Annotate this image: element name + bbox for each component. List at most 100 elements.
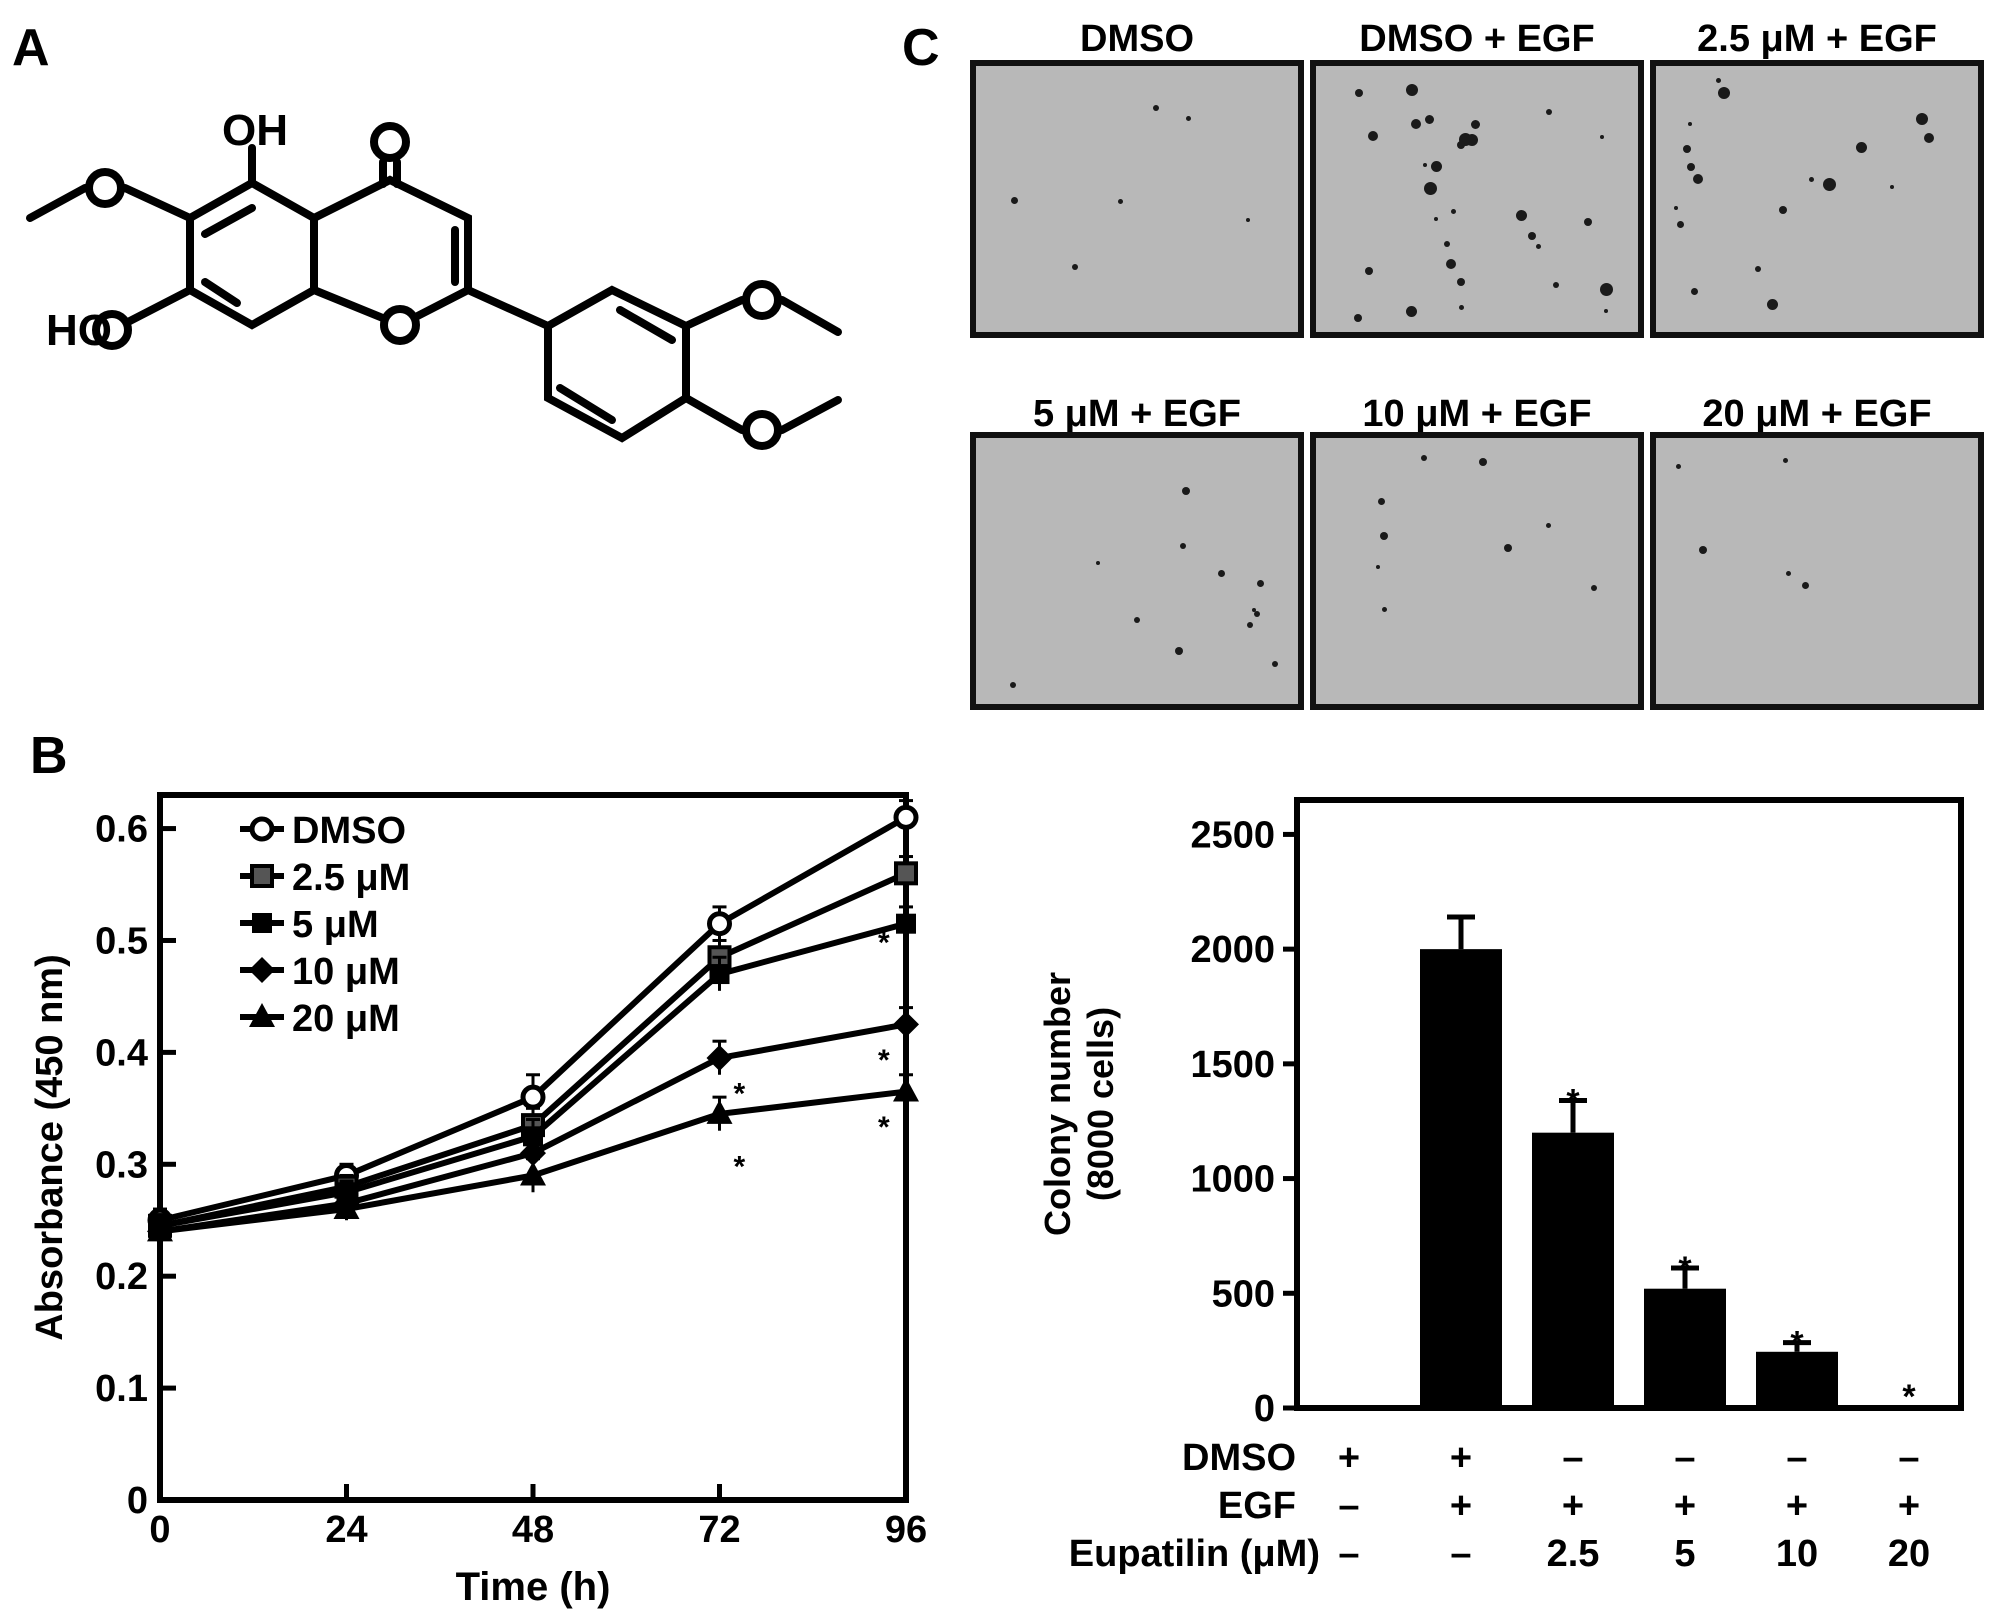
colony-dot <box>1686 162 1695 171</box>
data-point <box>520 1161 546 1186</box>
ring-b-inner-1 <box>616 306 676 344</box>
significance-marker: * <box>1790 1325 1804 1363</box>
colony-dot <box>1406 305 1418 317</box>
data-point <box>520 1084 546 1110</box>
ho-left-label: HO <box>46 306 112 355</box>
y-tick-label: 0.1 <box>95 1368 148 1410</box>
colony-dot <box>1755 266 1762 273</box>
colony-dot <box>1693 174 1704 184</box>
data-point <box>706 1044 733 1071</box>
colony-dot <box>1782 457 1788 463</box>
data-point <box>333 1195 360 1220</box>
colony-dot <box>1458 305 1464 311</box>
colony-dot <box>1364 266 1373 275</box>
colony-well-image <box>1310 432 1644 710</box>
ho-bond-left <box>124 286 194 326</box>
y-axis-label: Colony number <box>1037 972 1078 1236</box>
data-point <box>893 1077 919 1102</box>
methoxy-left-bond-2 <box>26 184 89 222</box>
panel-label-b: B <box>30 727 68 785</box>
colony-dot <box>1375 565 1380 570</box>
colony-dot <box>1479 458 1488 467</box>
bar <box>1420 949 1502 1408</box>
legend-marker <box>250 864 274 888</box>
significance-marker: * <box>734 1078 746 1111</box>
data-point <box>709 964 730 985</box>
data-point <box>893 804 919 830</box>
condition-value: – <box>1562 1437 1583 1479</box>
colony-dot <box>1778 206 1787 215</box>
colony-dot <box>1118 198 1124 204</box>
significance-marker: * <box>878 926 890 959</box>
colony-dot <box>1802 581 1810 589</box>
condition-row-label: Eupatilin (μM) <box>1069 1533 1320 1575</box>
colony-dot <box>1604 308 1609 313</box>
methoxy-left-bond-1 <box>121 184 194 222</box>
colony-dot <box>1446 258 1457 269</box>
condition-value: + <box>1898 1485 1920 1527</box>
condition-value: – <box>1450 1533 1471 1575</box>
data-point <box>147 1217 173 1242</box>
colony-dot <box>1134 617 1141 624</box>
colony-well-image <box>970 432 1304 710</box>
condition-row-label: DMSO <box>1182 1437 1296 1479</box>
colony-dot <box>1690 287 1698 295</box>
x-tick-label: 96 <box>885 1509 927 1551</box>
well-title: DMSO <box>1080 18 1194 60</box>
x-tick-label: 0 <box>149 1509 170 1551</box>
colony-dot <box>1425 114 1435 124</box>
colony-dot <box>1423 182 1437 196</box>
colony-dot <box>1767 299 1779 311</box>
colony-dot <box>1354 313 1363 322</box>
colony-dot <box>1535 244 1541 250</box>
colony-dot <box>1676 220 1684 228</box>
bar <box>1644 1288 1726 1408</box>
panel-label-c: C <box>902 19 940 77</box>
colony-dot <box>1010 681 1017 688</box>
colony-dot <box>1457 277 1466 286</box>
methoxy-b-bond-4 <box>778 396 842 434</box>
colony-dot <box>1716 78 1722 84</box>
condition-value: 5 <box>1674 1533 1695 1575</box>
colony-dot <box>1674 205 1679 210</box>
colony-well-image <box>1310 60 1644 338</box>
methoxy-b-bond-1 <box>682 296 746 330</box>
colony-dot <box>1246 218 1251 223</box>
legend-marker <box>249 816 275 842</box>
colony-dot <box>1553 282 1560 289</box>
data-point <box>706 1099 733 1124</box>
oh-top-label: OH <box>222 106 288 155</box>
colony-dot <box>1855 141 1867 153</box>
x-tick-label: 24 <box>325 1509 367 1551</box>
chemical-structure: OH HO <box>26 106 842 450</box>
legend-label: DMSO <box>292 810 406 852</box>
legend-marker <box>252 913 272 933</box>
colony-dot <box>1405 83 1418 96</box>
y-tick-label: 0.3 <box>95 1144 148 1186</box>
condition-value: + <box>1450 1437 1472 1479</box>
line-chart: 0 0.1 0.2 0.3 0.4 0.5 0.6 0 24 48 72 96 Time (h) Abso… <box>29 792 927 1609</box>
ketone-oxygen <box>370 122 410 162</box>
colony-dot <box>1545 522 1551 528</box>
x-axis-label: Time (h) <box>456 1565 611 1609</box>
ring-b-inner-2 <box>556 384 616 424</box>
colony-dot <box>1181 486 1190 495</box>
bar-chart: 0 500 1000 1500 2000 2500 + – – + + – * – +2.5 * – +5 * – +1… <box>1037 797 1964 1575</box>
plot-frame <box>1294 797 1964 1411</box>
colony-dot <box>1433 217 1438 222</box>
colony-dot <box>1010 196 1018 204</box>
colony-dot <box>1272 660 1279 667</box>
y-axis-label-units: (8000 cells) <box>1080 1007 1121 1201</box>
colony-dot <box>1516 209 1528 221</box>
bar <box>1756 1351 1838 1408</box>
condition-value: – <box>1898 1437 1919 1479</box>
significance-marker: * <box>1678 1250 1692 1288</box>
condition-value: + <box>1562 1485 1584 1527</box>
condition-value: – <box>1338 1485 1359 1527</box>
well-title: DMSO + EGF <box>1359 18 1595 60</box>
panel-label-a: A <box>12 19 50 77</box>
oh-left-oxygen <box>92 310 132 350</box>
colony-dot <box>1698 546 1707 555</box>
legend-marker <box>249 957 275 983</box>
legend-marker <box>249 1003 275 1027</box>
